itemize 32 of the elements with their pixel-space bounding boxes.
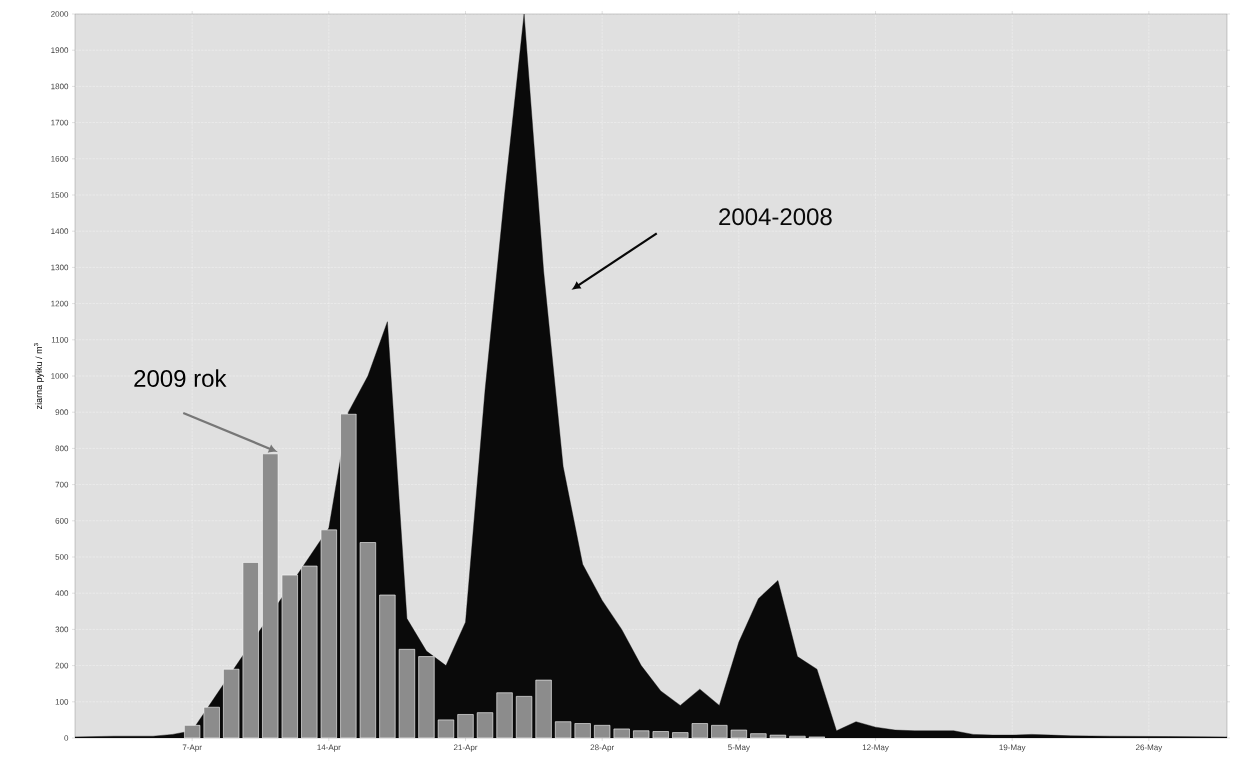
x-tick-label: 14-Apr — [317, 744, 341, 752]
y-tick-label: 500 — [55, 554, 69, 560]
y-axis-title: ziarna pyłku / m$^{3}$ — [33, 343, 44, 410]
text: 2004-2008 — [719, 208, 832, 226]
y-tick-label: 200 — [55, 662, 69, 669]
y-tick-label: 900 — [55, 409, 69, 416]
y-tick-label: 100 — [55, 698, 69, 705]
x-tick-label: 26-May — [1135, 744, 1163, 752]
x-tick-label: 5-May — [728, 744, 750, 752]
y-tick-label: 0 — [64, 735, 69, 741]
y-tick-label: 800 — [55, 445, 69, 452]
x-tick-label: 28-Apr — [590, 744, 615, 752]
x-tick-label: 12-May — [862, 744, 889, 752]
x-tick-label: 19-May — [999, 744, 1026, 752]
y-tick-label: 1600 — [51, 155, 69, 162]
y-tick-label: 300 — [55, 626, 69, 633]
y-tick-label: 1500 — [51, 192, 69, 198]
y-tick-label: 1200 — [51, 300, 69, 307]
x-tick-label: 7-Apr — [182, 744, 202, 752]
y-tick-label: 400 — [55, 590, 69, 597]
x-tick-label: 21-Apr — [453, 744, 478, 752]
y-tick-label: 1000 — [51, 373, 69, 379]
y-tick-label: 700 — [55, 481, 69, 488]
y-tick-label: 1100 — [51, 336, 69, 343]
y-tick-label: 1900 — [51, 47, 69, 54]
y-tick-label: 1800 — [51, 83, 69, 90]
y-tick-label: 600 — [55, 517, 69, 524]
y-tick-label: 1700 — [51, 119, 69, 126]
text: 2009 rok — [134, 369, 227, 387]
y-tick-label: 2000 — [51, 11, 69, 17]
y-tick-label: 1300 — [51, 264, 69, 271]
y-tick-label: 1400 — [51, 228, 69, 235]
